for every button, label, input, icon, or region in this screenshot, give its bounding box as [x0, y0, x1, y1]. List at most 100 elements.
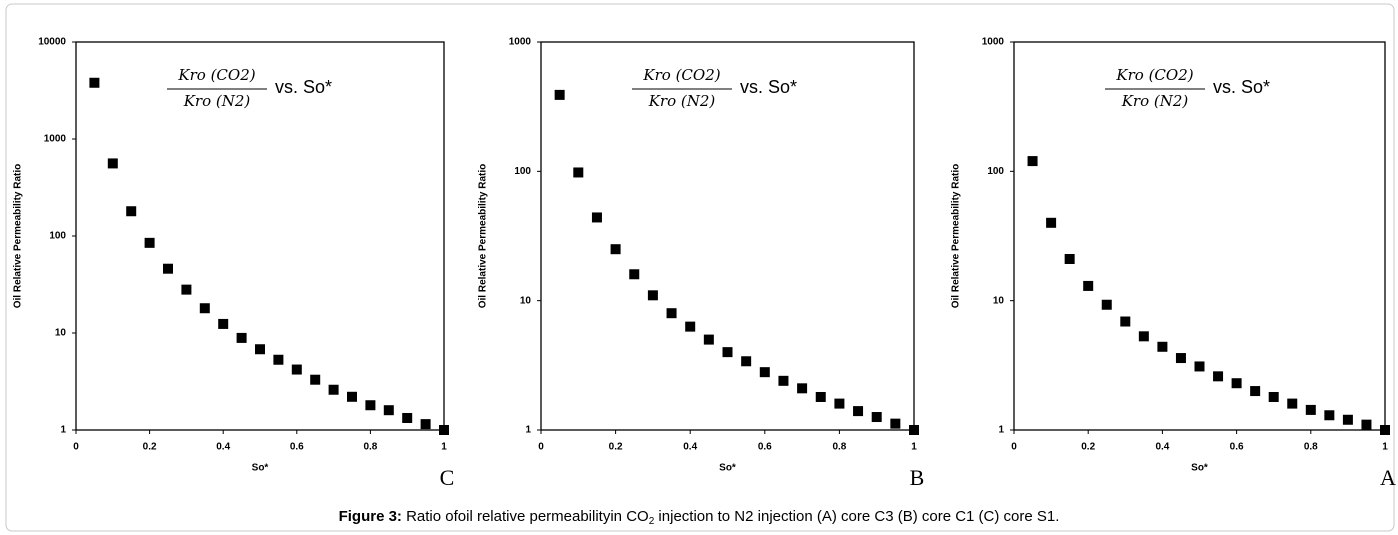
plot-frame [540, 41, 915, 431]
marker [1194, 361, 1205, 372]
marker [181, 284, 192, 295]
y-tick-label: 10 [55, 328, 67, 339]
marker [778, 375, 789, 386]
annotation-text: vs. So* [740, 77, 797, 97]
x-tick-label: 1 [911, 442, 917, 453]
annotation-numerator: Kro (CO2) [177, 66, 255, 84]
y-tick-label: 100 [987, 166, 1004, 177]
panel-label: C [440, 465, 455, 490]
y-tick-label: 10 [993, 295, 1005, 306]
x-tick-label: 0.6 [758, 442, 772, 453]
marker [871, 412, 882, 423]
marker [107, 158, 118, 169]
marker [273, 354, 284, 365]
marker [666, 308, 677, 319]
y-tick-label: 1 [60, 425, 66, 436]
marker [439, 425, 449, 435]
marker [834, 398, 845, 409]
y-tick-label: 1000 [509, 37, 532, 48]
x-axis-label: So* [719, 463, 736, 474]
marker [741, 356, 752, 367]
marker [1157, 341, 1168, 352]
marker [629, 269, 640, 280]
figure-frame [5, 3, 1395, 532]
marker [347, 391, 357, 402]
x-tick-label: 0 [1011, 442, 1017, 453]
y-axis-label: Oil Relative Permeability Ratio [13, 164, 24, 309]
x-tick-label: 0.2 [1081, 442, 1095, 453]
marker [909, 425, 919, 435]
y-tick-label: 1 [525, 425, 531, 436]
marker [1175, 353, 1186, 364]
marker [1342, 414, 1353, 425]
x-tick-label: 0.8 [1304, 442, 1318, 453]
annotation-text: vs. So* [275, 77, 332, 97]
y-tick-label: 10 [520, 295, 532, 306]
marker [199, 303, 210, 314]
caption: Figure 3: Ratio ofoil relative permeabil… [339, 508, 1060, 527]
annotation-denominator: Kro (N2) [183, 92, 251, 110]
marker [310, 374, 321, 385]
marker [218, 318, 229, 329]
marker [1231, 378, 1242, 389]
plot-frame [75, 41, 445, 431]
marker [554, 89, 565, 100]
marker [1027, 156, 1038, 167]
marker [722, 347, 733, 358]
marker [126, 206, 137, 217]
x-tick-label: 0.8 [363, 442, 377, 453]
marker [1083, 280, 1094, 291]
marker [1101, 299, 1112, 310]
marker [255, 344, 265, 355]
marker [1287, 398, 1298, 409]
marker [1120, 316, 1131, 327]
marker [291, 364, 302, 375]
x-tick-label: 1 [441, 442, 447, 453]
annotation-denominator: Kro (N2) [648, 92, 716, 110]
y-tick-label: 1 [998, 425, 1004, 436]
marker [1046, 217, 1057, 228]
marker [703, 334, 714, 345]
marker [759, 367, 770, 378]
marker [144, 237, 155, 248]
marker [1138, 331, 1149, 342]
marker [420, 419, 431, 430]
marker [647, 290, 658, 301]
x-tick-label: 0.4 [1155, 442, 1169, 453]
marker [591, 212, 602, 223]
x-tick-label: 0.6 [290, 442, 304, 453]
marker [610, 244, 621, 255]
x-axis-label: So* [252, 463, 269, 474]
caption-subscript: 2 [649, 516, 655, 527]
marker [1250, 386, 1261, 397]
annotation-numerator: Kro (CO2) [642, 66, 720, 84]
marker [1064, 253, 1075, 264]
x-tick-label: 0.2 [143, 442, 157, 453]
y-tick-label: 10000 [38, 37, 66, 48]
annotation-numerator: Kro (CO2) [1115, 66, 1193, 84]
x-tick-label: 0.4 [683, 442, 697, 453]
x-tick-label: 0.6 [1230, 442, 1244, 453]
annotation-text: vs. So* [1213, 77, 1270, 97]
annotation-denominator: Kro (N2) [1121, 92, 1189, 110]
marker [797, 383, 808, 394]
x-tick-label: 0.8 [832, 442, 846, 453]
marker [236, 332, 247, 343]
y-axis-label: Oil Relative Permeability Ratio [478, 164, 489, 309]
x-tick-label: 0 [538, 442, 544, 453]
marker [402, 412, 413, 423]
marker [365, 400, 376, 411]
x-tick-label: 0.4 [216, 442, 230, 453]
marker [163, 263, 173, 274]
x-tick-label: 1 [1382, 442, 1388, 453]
x-tick-label: 0 [73, 442, 79, 453]
marker [1268, 391, 1279, 402]
y-axis-label: Oil Relative Permeability Ratio [951, 164, 962, 309]
panel-label: B [910, 465, 925, 490]
marker [1305, 404, 1316, 415]
caption-text: Ratio ofoil relative permeabilityin CO [402, 508, 649, 525]
marker [890, 418, 901, 429]
y-tick-label: 1000 [982, 37, 1005, 48]
caption-label: Figure 3: [339, 508, 402, 525]
